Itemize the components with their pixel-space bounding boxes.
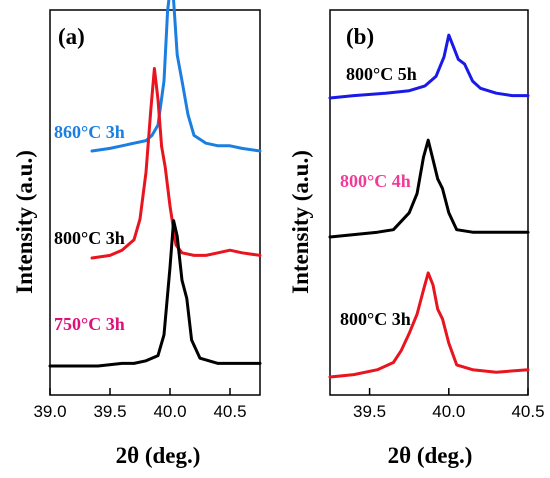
- series-label: 800°C 3h: [54, 228, 125, 248]
- series-line: [90, 0, 262, 153]
- series-label: 800°C 4h: [340, 171, 411, 191]
- series-line: [328, 138, 530, 239]
- series-line: [90, 67, 262, 260]
- panel-a-series: 860°C 3h 800°C 3h 750°C 3h: [48, 0, 262, 368]
- series-line: [328, 271, 530, 379]
- x-tick-label: 40.0: [153, 402, 186, 421]
- series-label: 750°C 3h: [54, 314, 125, 334]
- panel-a-label: (a): [58, 24, 85, 49]
- panel-b-y-axis-label: Intensity (a.u.): [288, 150, 313, 294]
- x-tick-label: 40.5: [213, 402, 246, 421]
- series-label: 860°C 3h: [54, 122, 125, 142]
- x-tick-label: 39.5: [93, 402, 126, 421]
- series-label: 800°C 3h: [340, 309, 411, 329]
- panel-b-label: (b): [346, 24, 374, 49]
- x-tick-label: 39.5: [353, 402, 386, 421]
- panel-b-x-axis-label: 2θ (deg.): [388, 443, 473, 468]
- series-line: [48, 219, 262, 368]
- panel-b-series: 800°C 5h 800°C 4h 800°C 3h: [328, 33, 530, 379]
- panel-b-frame: [329, 9, 529, 396]
- panel-a-frame: [49, 9, 261, 396]
- panel-a-x-ticks: 39.0 39.5 40.0 40.5: [33, 388, 247, 421]
- panel-a-y-axis-label: Intensity (a.u.): [12, 150, 37, 294]
- series-label: 800°C 5h: [346, 64, 417, 84]
- panel-b-x-ticks: 39.5 40.0 40.5: [353, 388, 545, 421]
- panel-a-x-axis-label: 2θ (deg.): [116, 443, 201, 468]
- x-tick-label: 40.5: [511, 402, 544, 421]
- x-tick-label: 39.0: [33, 402, 66, 421]
- x-tick-label: 40.0: [432, 402, 465, 421]
- series-line: [328, 33, 530, 100]
